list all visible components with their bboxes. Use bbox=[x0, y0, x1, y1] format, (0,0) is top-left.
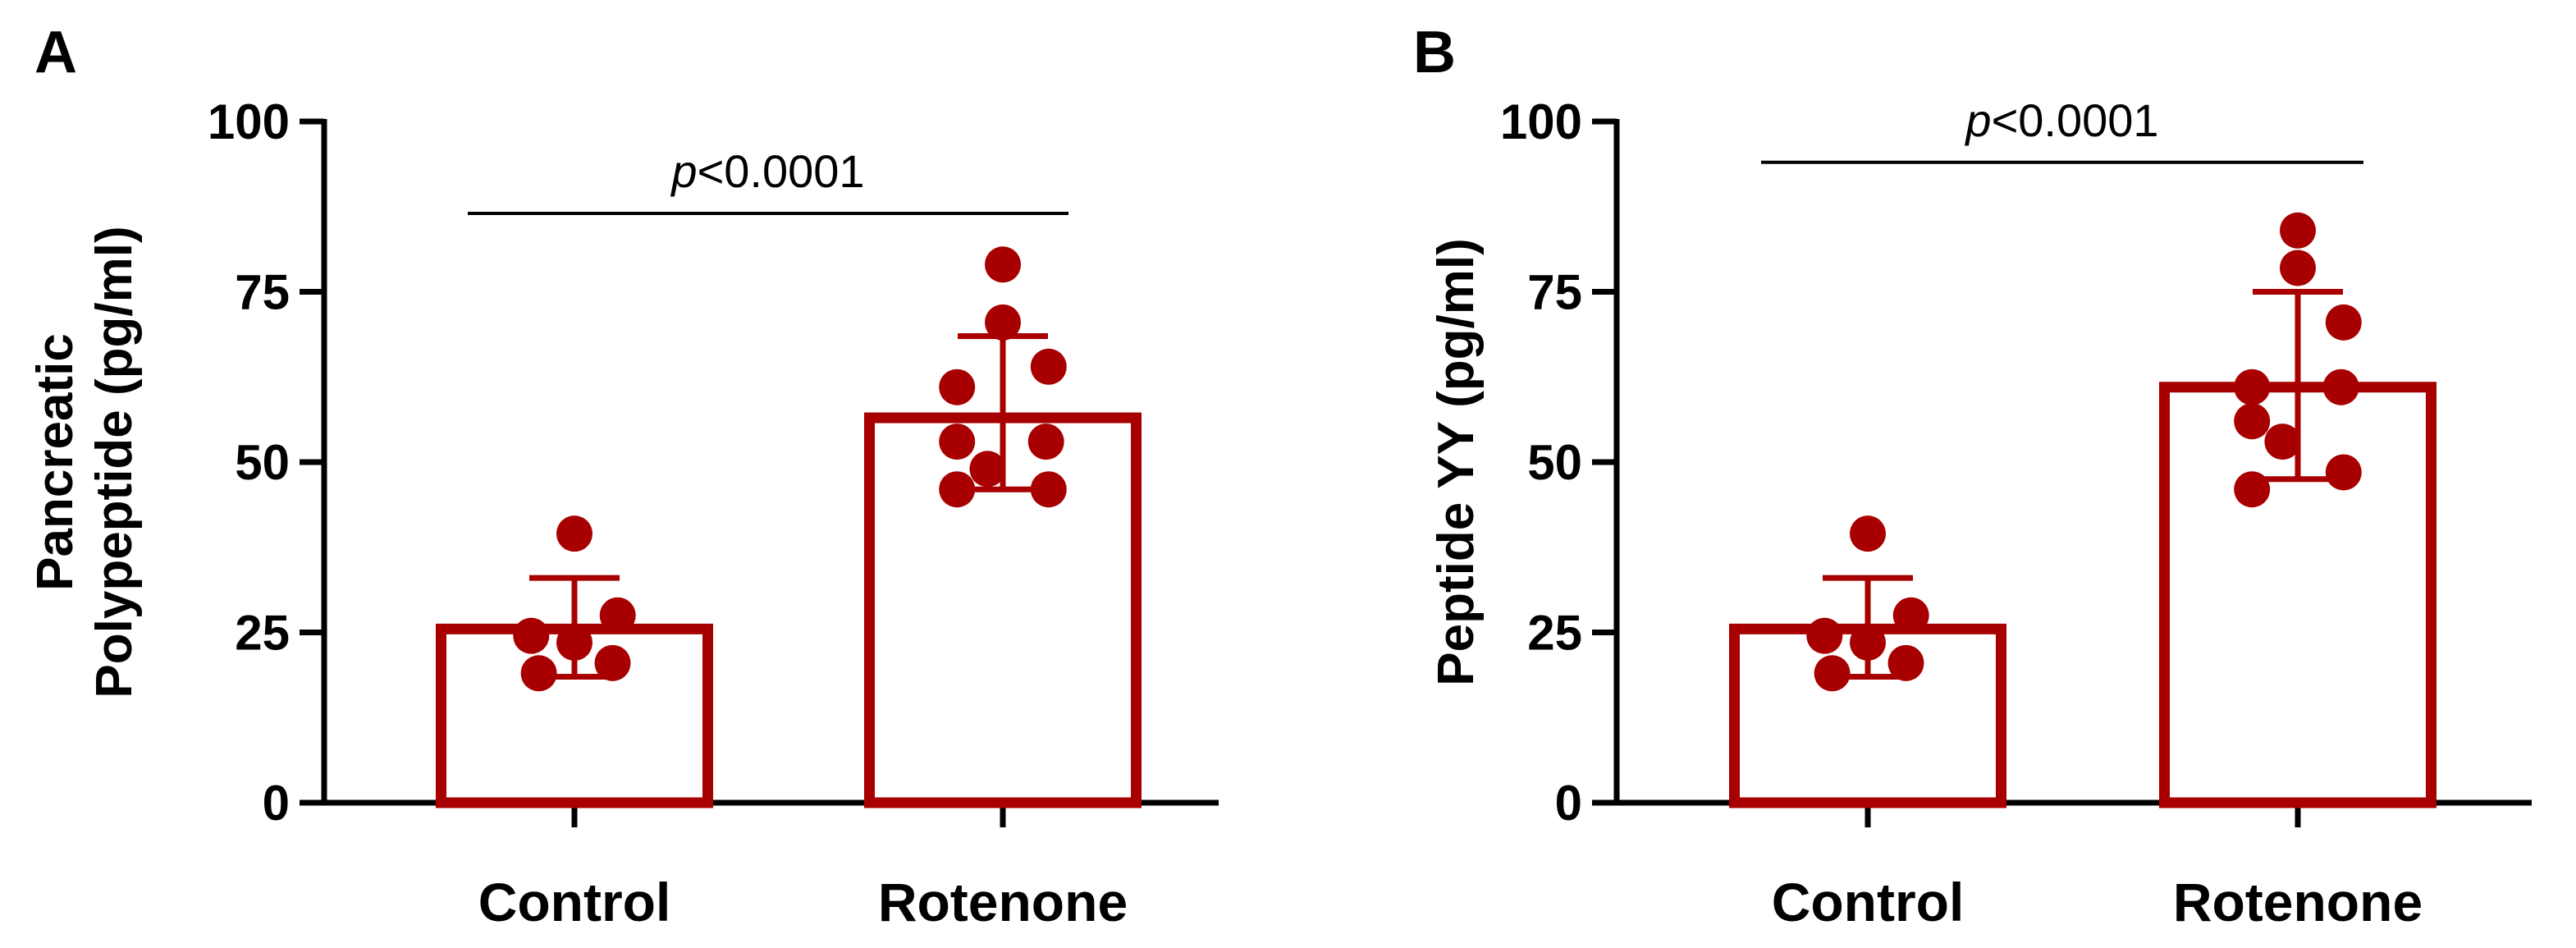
significance-label: p<0.0001 bbox=[670, 145, 864, 197]
data-point-rotenone bbox=[2322, 369, 2359, 405]
y-tick-label: 50 bbox=[235, 435, 290, 490]
y-tick-label: 25 bbox=[1527, 606, 1582, 661]
y-tick-label: 50 bbox=[1527, 435, 1582, 490]
x-tick-label: Control bbox=[1772, 872, 1965, 932]
panel-label: B bbox=[1413, 20, 1456, 85]
data-point-rotenone bbox=[985, 246, 1021, 283]
significance-label: p<0.0001 bbox=[1964, 94, 2158, 146]
x-tick-label: Rotenone bbox=[878, 872, 1128, 932]
y-tick-label: 0 bbox=[263, 776, 290, 831]
data-point-control bbox=[1806, 617, 1843, 654]
data-point-control bbox=[1850, 624, 1886, 661]
p-value: <0.0001 bbox=[1992, 94, 2159, 146]
y-axis-label: Polypeptide (pg/ml) bbox=[86, 226, 143, 698]
y-tick-label: 100 bbox=[208, 94, 290, 149]
data-point-control bbox=[1850, 515, 1886, 552]
data-point-control bbox=[513, 617, 550, 654]
data-point-rotenone bbox=[2325, 304, 2362, 341]
data-point-control bbox=[599, 597, 636, 634]
y-tick-label: 75 bbox=[1527, 265, 1582, 320]
data-point-rotenone bbox=[939, 471, 976, 508]
data-point-rotenone bbox=[1027, 424, 1064, 460]
data-point-rotenone bbox=[1030, 348, 1067, 385]
data-point-control bbox=[1887, 644, 1924, 681]
data-point-rotenone bbox=[2280, 212, 2316, 249]
data-point-control bbox=[556, 515, 593, 552]
data-point-rotenone bbox=[939, 424, 976, 460]
data-point-rotenone bbox=[939, 369, 976, 405]
data-point-control bbox=[520, 655, 557, 692]
data-point-rotenone bbox=[2264, 424, 2301, 460]
x-tick-label: Rotenone bbox=[2173, 872, 2423, 932]
y-tick-label: 0 bbox=[1555, 776, 1582, 831]
y-axis-label: Peptide YY (pg/ml) bbox=[1428, 238, 1485, 685]
chart-panel-b: B Peptide YY (pg/ml) 0 25 50 75 100 Control Rote… bbox=[1413, 20, 2532, 932]
data-point-rotenone bbox=[2280, 250, 2316, 286]
p-symbol: p bbox=[1964, 94, 1991, 146]
chart-panel-a: A Pancreatic Polypeptide (pg/ml) 0 25 50 75 100… bbox=[27, 20, 1219, 932]
data-point-rotenone bbox=[985, 304, 1021, 341]
y-tick-label: 100 bbox=[1500, 94, 1582, 149]
y-tick-label: 75 bbox=[235, 265, 290, 320]
data-point-control bbox=[1892, 597, 1929, 634]
data-point-control bbox=[1814, 655, 1851, 692]
p-symbol: p bbox=[670, 145, 697, 197]
panel-label: A bbox=[34, 20, 77, 85]
data-point-rotenone bbox=[2325, 454, 2362, 491]
data-point-rotenone bbox=[1030, 471, 1067, 508]
data-point-rotenone bbox=[2234, 403, 2271, 440]
y-tick-label: 25 bbox=[235, 606, 290, 661]
data-point-rotenone bbox=[2234, 471, 2271, 508]
y-axis-label: Pancreatic bbox=[27, 333, 84, 591]
x-tick-label: Control bbox=[478, 872, 671, 932]
data-point-rotenone bbox=[969, 451, 1006, 488]
p-value: <0.0001 bbox=[698, 145, 865, 197]
data-point-control bbox=[594, 644, 631, 681]
data-point-rotenone bbox=[2234, 369, 2271, 405]
data-point-control bbox=[556, 624, 593, 661]
